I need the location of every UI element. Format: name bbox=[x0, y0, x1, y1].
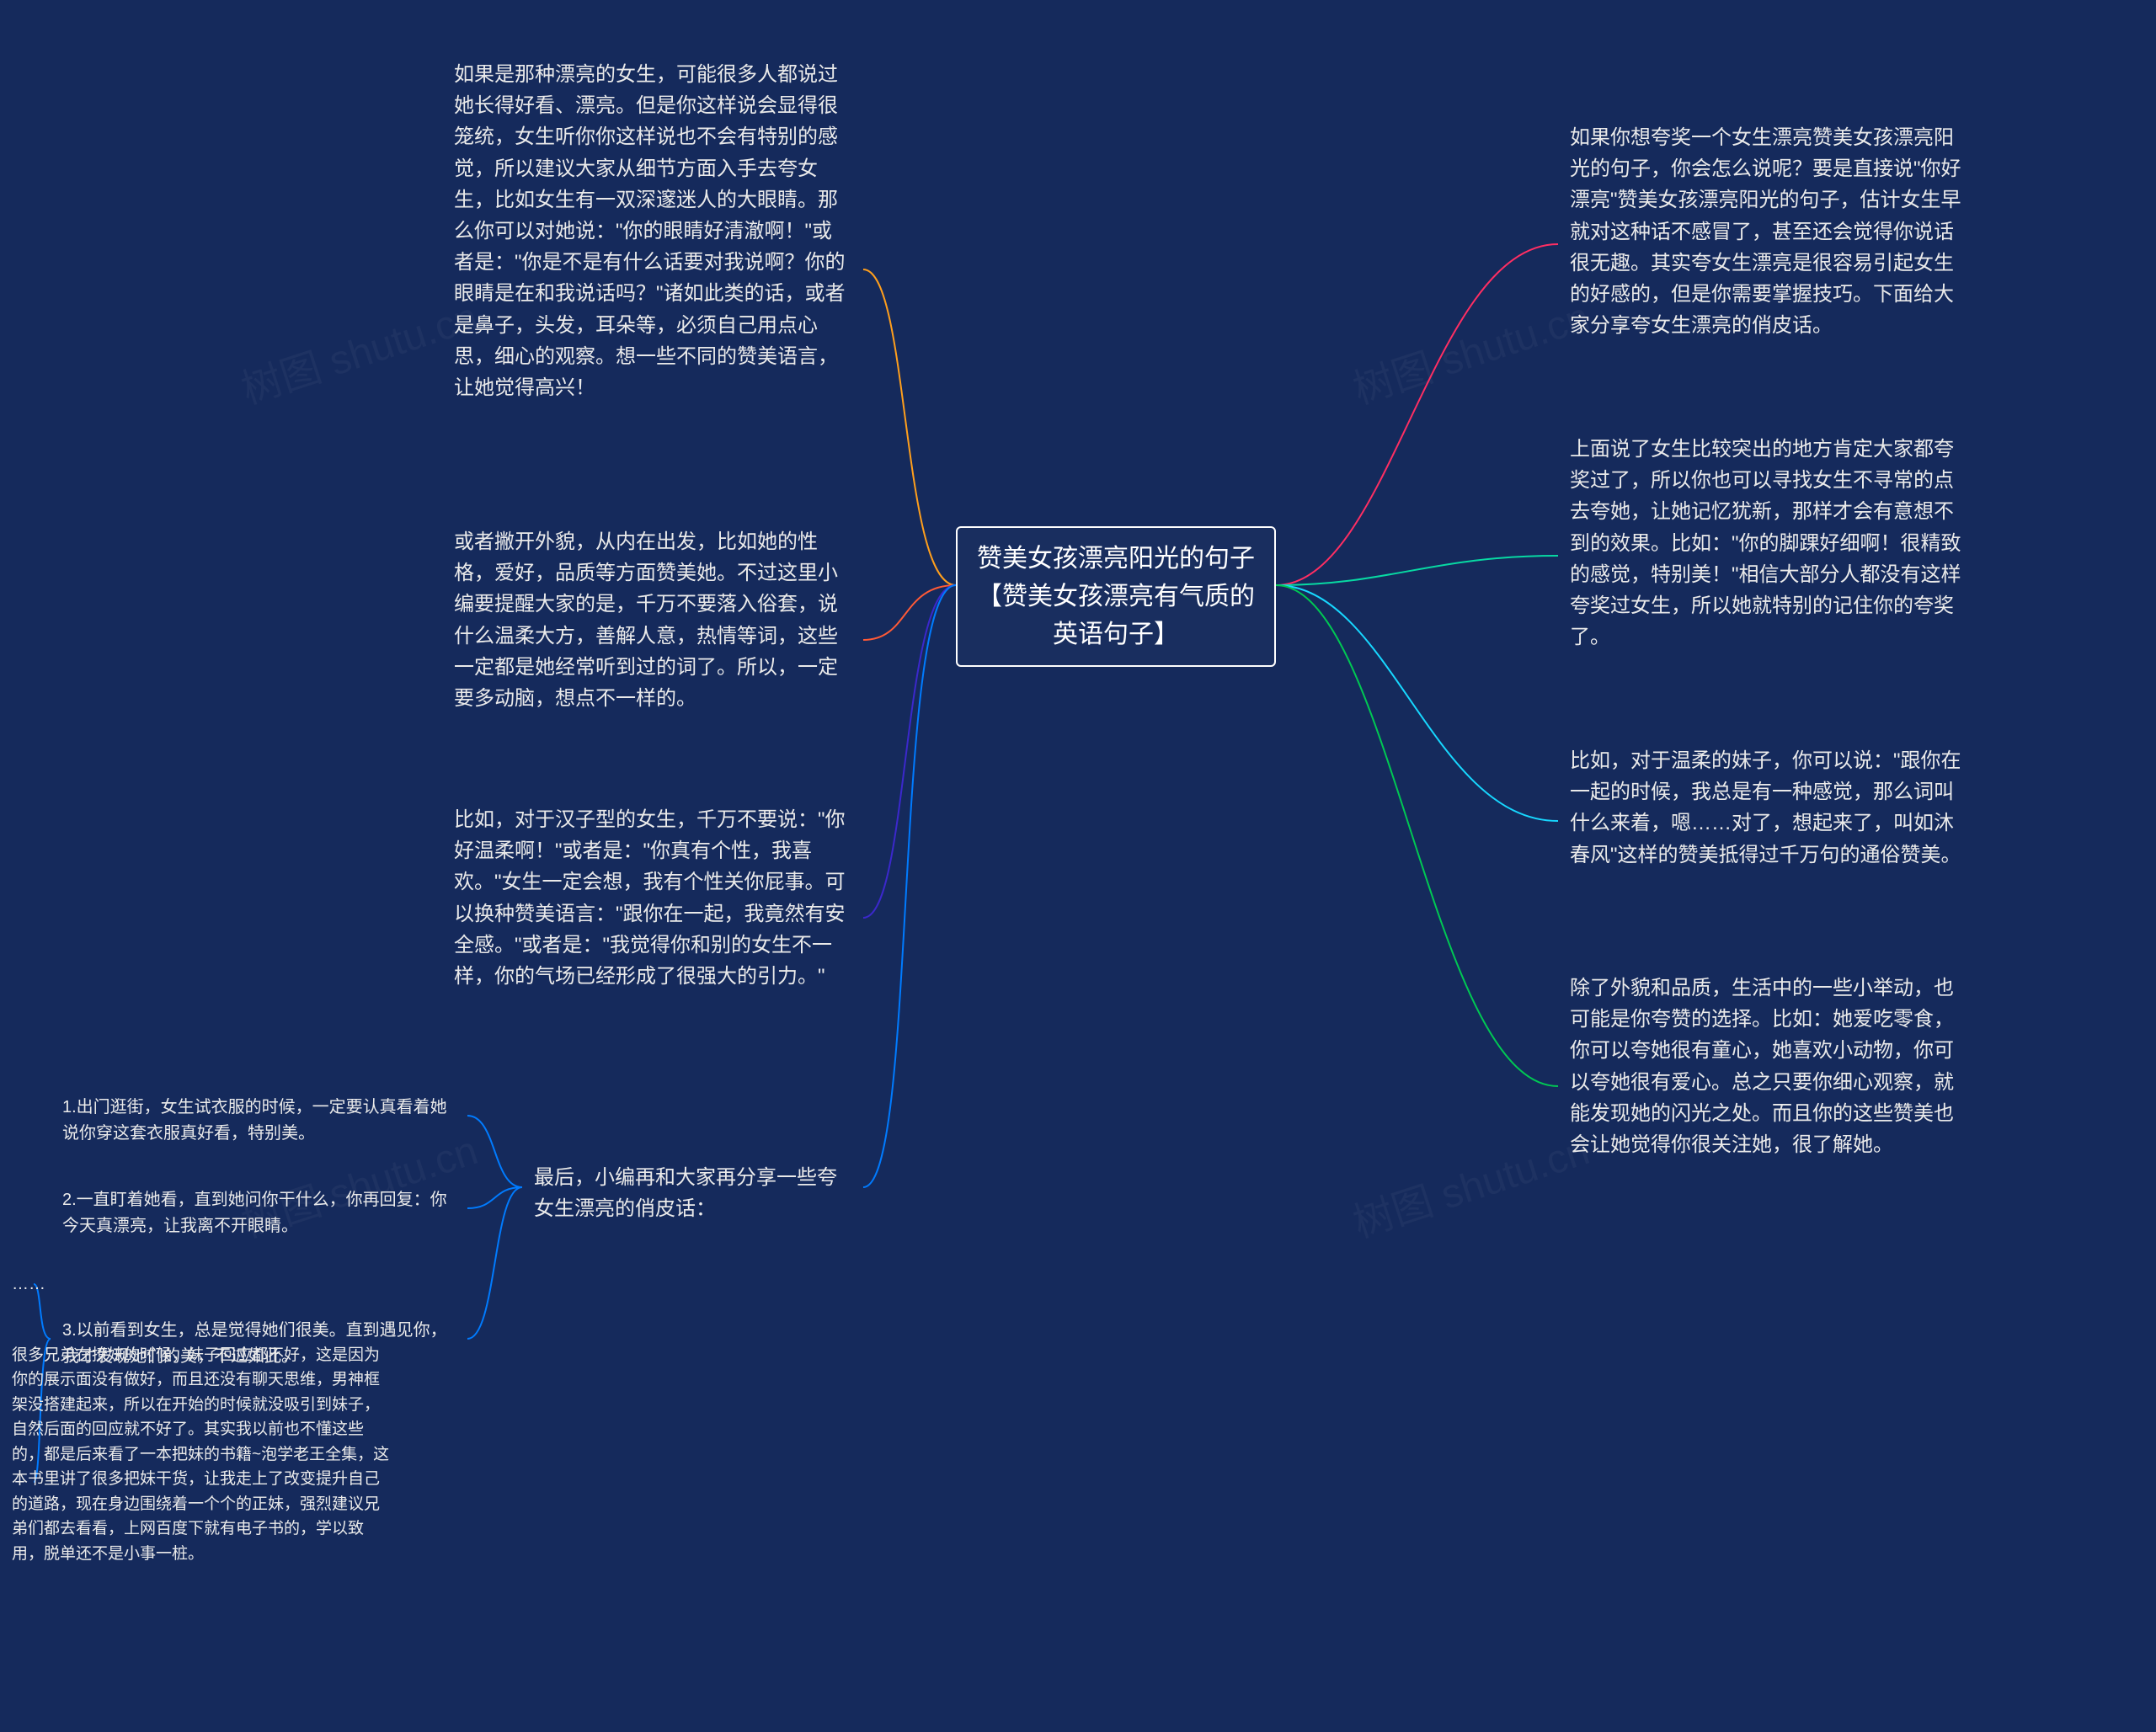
branch-left-lower-sub-1: …… bbox=[0, 1263, 51, 1306]
branch-left-lower-sub-2: 很多兄弟在撩妹的时候，妹子回应都不好，这是因为你的展示面没有做好，而且还没有聊天… bbox=[0, 1335, 404, 1575]
branch-right-3: 比如，对于温柔的妹子，你可以说："跟你在一起的时候，我总是有一种感觉，那么词叫什… bbox=[1558, 737, 1979, 879]
branch-right-4: 除了外貌和品质，生活中的一些小举动，也可能是你夸赞的选择。比如：她爱吃零食，你可… bbox=[1558, 964, 1979, 1169]
branch-right-2: 上面说了女生比较突出的地方肯定大家都夸奖过了，所以你也可以寻找女生不寻常的点去夸… bbox=[1558, 425, 1979, 661]
branch-left-lower: 最后，小编再和大家再分享一些夸女生漂亮的俏皮话： bbox=[522, 1154, 863, 1233]
branch-right-1: 如果你想夸奖一个女生漂亮赞美女孩漂亮阳光的句子，你会怎么说呢？要是直接说"你好漂… bbox=[1558, 114, 1979, 349]
branch-left-lower-child-2: 2.一直盯着她看，直到她问你干什么，你再回复：你今天真漂亮，让我离不开眼睛。 bbox=[51, 1179, 467, 1248]
mindmap-center: 赞美女孩漂亮阳光的句子 【赞美女孩漂亮有气质的 英语句子】 bbox=[956, 526, 1276, 667]
branch-left-lower-child-1: 1.出门逛街，女生试衣服的时候，一定要认真看着她说你穿这套衣服真好看，特别美。 bbox=[51, 1086, 467, 1155]
branch-left-upper-2: 或者撇开外貌，从内在出发，比如她的性格，爱好，品质等方面赞美她。不过这里小编要提… bbox=[442, 518, 863, 722]
branch-left-upper-3: 比如，对于汉子型的女生，千万不要说："你好温柔啊！"或者是："你真有个性，我喜欢… bbox=[442, 796, 863, 1000]
branch-left-upper-1: 如果是那种漂亮的女生，可能很多人都说过她长得好看、漂亮。但是你这样说会显得很笼统… bbox=[442, 51, 863, 412]
